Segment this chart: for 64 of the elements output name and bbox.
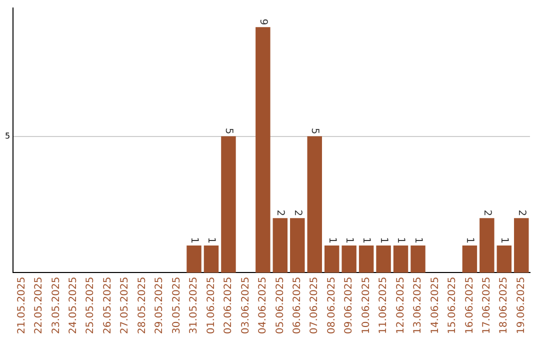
data-label: 1	[343, 237, 354, 244]
x-tick-label: 17.06.2025	[482, 276, 493, 334]
bar	[290, 218, 305, 273]
x-tick-label: 10.06.2025	[360, 276, 372, 334]
data-label: 2	[516, 210, 527, 216]
x-tick-label: 31.05.2025	[188, 276, 200, 334]
bar	[358, 245, 374, 273]
x-tick-label: 12.06.2025	[395, 276, 406, 334]
data-label: 1	[360, 237, 372, 244]
bar	[480, 218, 494, 273]
data-label: 1	[498, 237, 510, 244]
x-tick-label: 18.06.2025	[498, 276, 510, 334]
bar	[186, 245, 202, 273]
x-tick-label: 28.05.2025	[136, 276, 148, 334]
bar	[204, 245, 219, 273]
bar	[342, 245, 356, 273]
x-tick-label: 11.06.2025	[378, 276, 390, 334]
x-tick-label: 23.05.2025	[50, 276, 62, 334]
x-tick-label: 04.06.2025	[258, 276, 269, 334]
data-label: 1	[188, 237, 200, 244]
x-tick-label: 15.06.2025	[447, 276, 458, 334]
x-tick-label: 19.06.2025	[516, 276, 527, 334]
data-label: 1	[464, 237, 476, 244]
x-tick-label: 06.06.2025	[292, 276, 303, 334]
data-label: 2	[292, 210, 303, 216]
data-label: 1	[206, 237, 217, 244]
bar	[256, 27, 270, 273]
x-tick-label: 08.06.2025	[326, 276, 338, 334]
x-tick-label: 13.06.2025	[412, 276, 424, 334]
data-label: 2	[274, 210, 286, 216]
bar	[324, 245, 340, 273]
data-label: 1	[326, 237, 338, 244]
bar	[393, 245, 408, 273]
x-tick-label: 05.06.2025	[274, 276, 286, 334]
x-tick-label: 30.05.2025	[171, 276, 182, 334]
x-tick-label: 21.05.2025	[16, 276, 28, 334]
data-label: 5	[309, 128, 320, 134]
bar	[221, 136, 236, 273]
x-tick-label: 03.06.2025	[240, 276, 252, 334]
x-tick-label: 22.05.2025	[34, 276, 45, 334]
data-label: 1	[378, 237, 389, 244]
x-tick-label: 27.05.2025	[120, 276, 131, 334]
x-tick-label: 02.06.2025	[223, 276, 234, 334]
data-label: 1	[395, 237, 406, 244]
x-tick-label: 07.06.2025	[309, 276, 320, 334]
x-tick-label: 24.05.2025	[68, 276, 79, 334]
bar	[496, 245, 512, 273]
x-tick-label: 14.06.2025	[430, 276, 441, 334]
bar	[410, 245, 426, 273]
x-tick-label: 25.05.2025	[85, 276, 96, 334]
x-tick-label: 16.06.2025	[464, 276, 476, 334]
x-tick-label: 09.06.2025	[344, 276, 355, 334]
data-label: 5	[222, 128, 234, 134]
bar	[514, 218, 529, 273]
x-tick-label: 01.06.2025	[206, 276, 217, 334]
x-tick-label: 29.05.2025	[154, 276, 166, 334]
data-label: 2	[481, 210, 492, 216]
data-label: 9	[257, 18, 268, 26]
bar	[272, 218, 288, 273]
x-tick-label: 26.05.2025	[102, 276, 114, 334]
bar	[307, 136, 322, 273]
bar	[376, 245, 391, 273]
bar	[462, 245, 478, 273]
data-label: 1	[412, 237, 424, 244]
